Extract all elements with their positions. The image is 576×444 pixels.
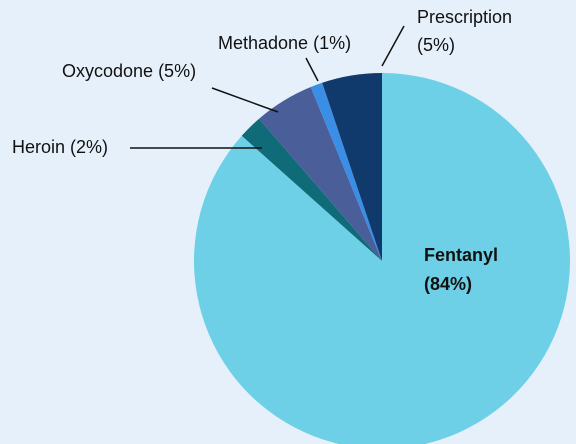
pie-slice xyxy=(322,73,382,261)
slice-label: Oxycodone (5%) xyxy=(62,61,196,81)
slice-value-label: (1%) xyxy=(313,33,351,53)
slice-value-label: (2%) xyxy=(70,137,108,157)
slice-label-name: Heroin xyxy=(12,137,65,157)
slice-label: Methadone (1%) xyxy=(218,33,351,53)
pie-slice xyxy=(310,82,382,261)
pie xyxy=(194,73,571,444)
slice-label: Heroin (2%) xyxy=(12,137,108,157)
pie-slice xyxy=(259,87,382,261)
slice-label: Fentanyl xyxy=(424,245,498,265)
slice-label-name: Methadone xyxy=(218,33,308,53)
slice-label: Prescription xyxy=(417,7,512,27)
slice-value-label: (5%) xyxy=(417,35,455,55)
slice-label-name: Oxycodone xyxy=(62,61,153,81)
pie-slice xyxy=(194,73,571,444)
leader-line xyxy=(381,25,405,67)
leader-line xyxy=(305,57,319,82)
pie-slice xyxy=(241,118,382,261)
leader-line xyxy=(211,87,279,113)
slice-value-label: (84%) xyxy=(424,274,472,294)
slice-value-label: (5%) xyxy=(158,61,196,81)
